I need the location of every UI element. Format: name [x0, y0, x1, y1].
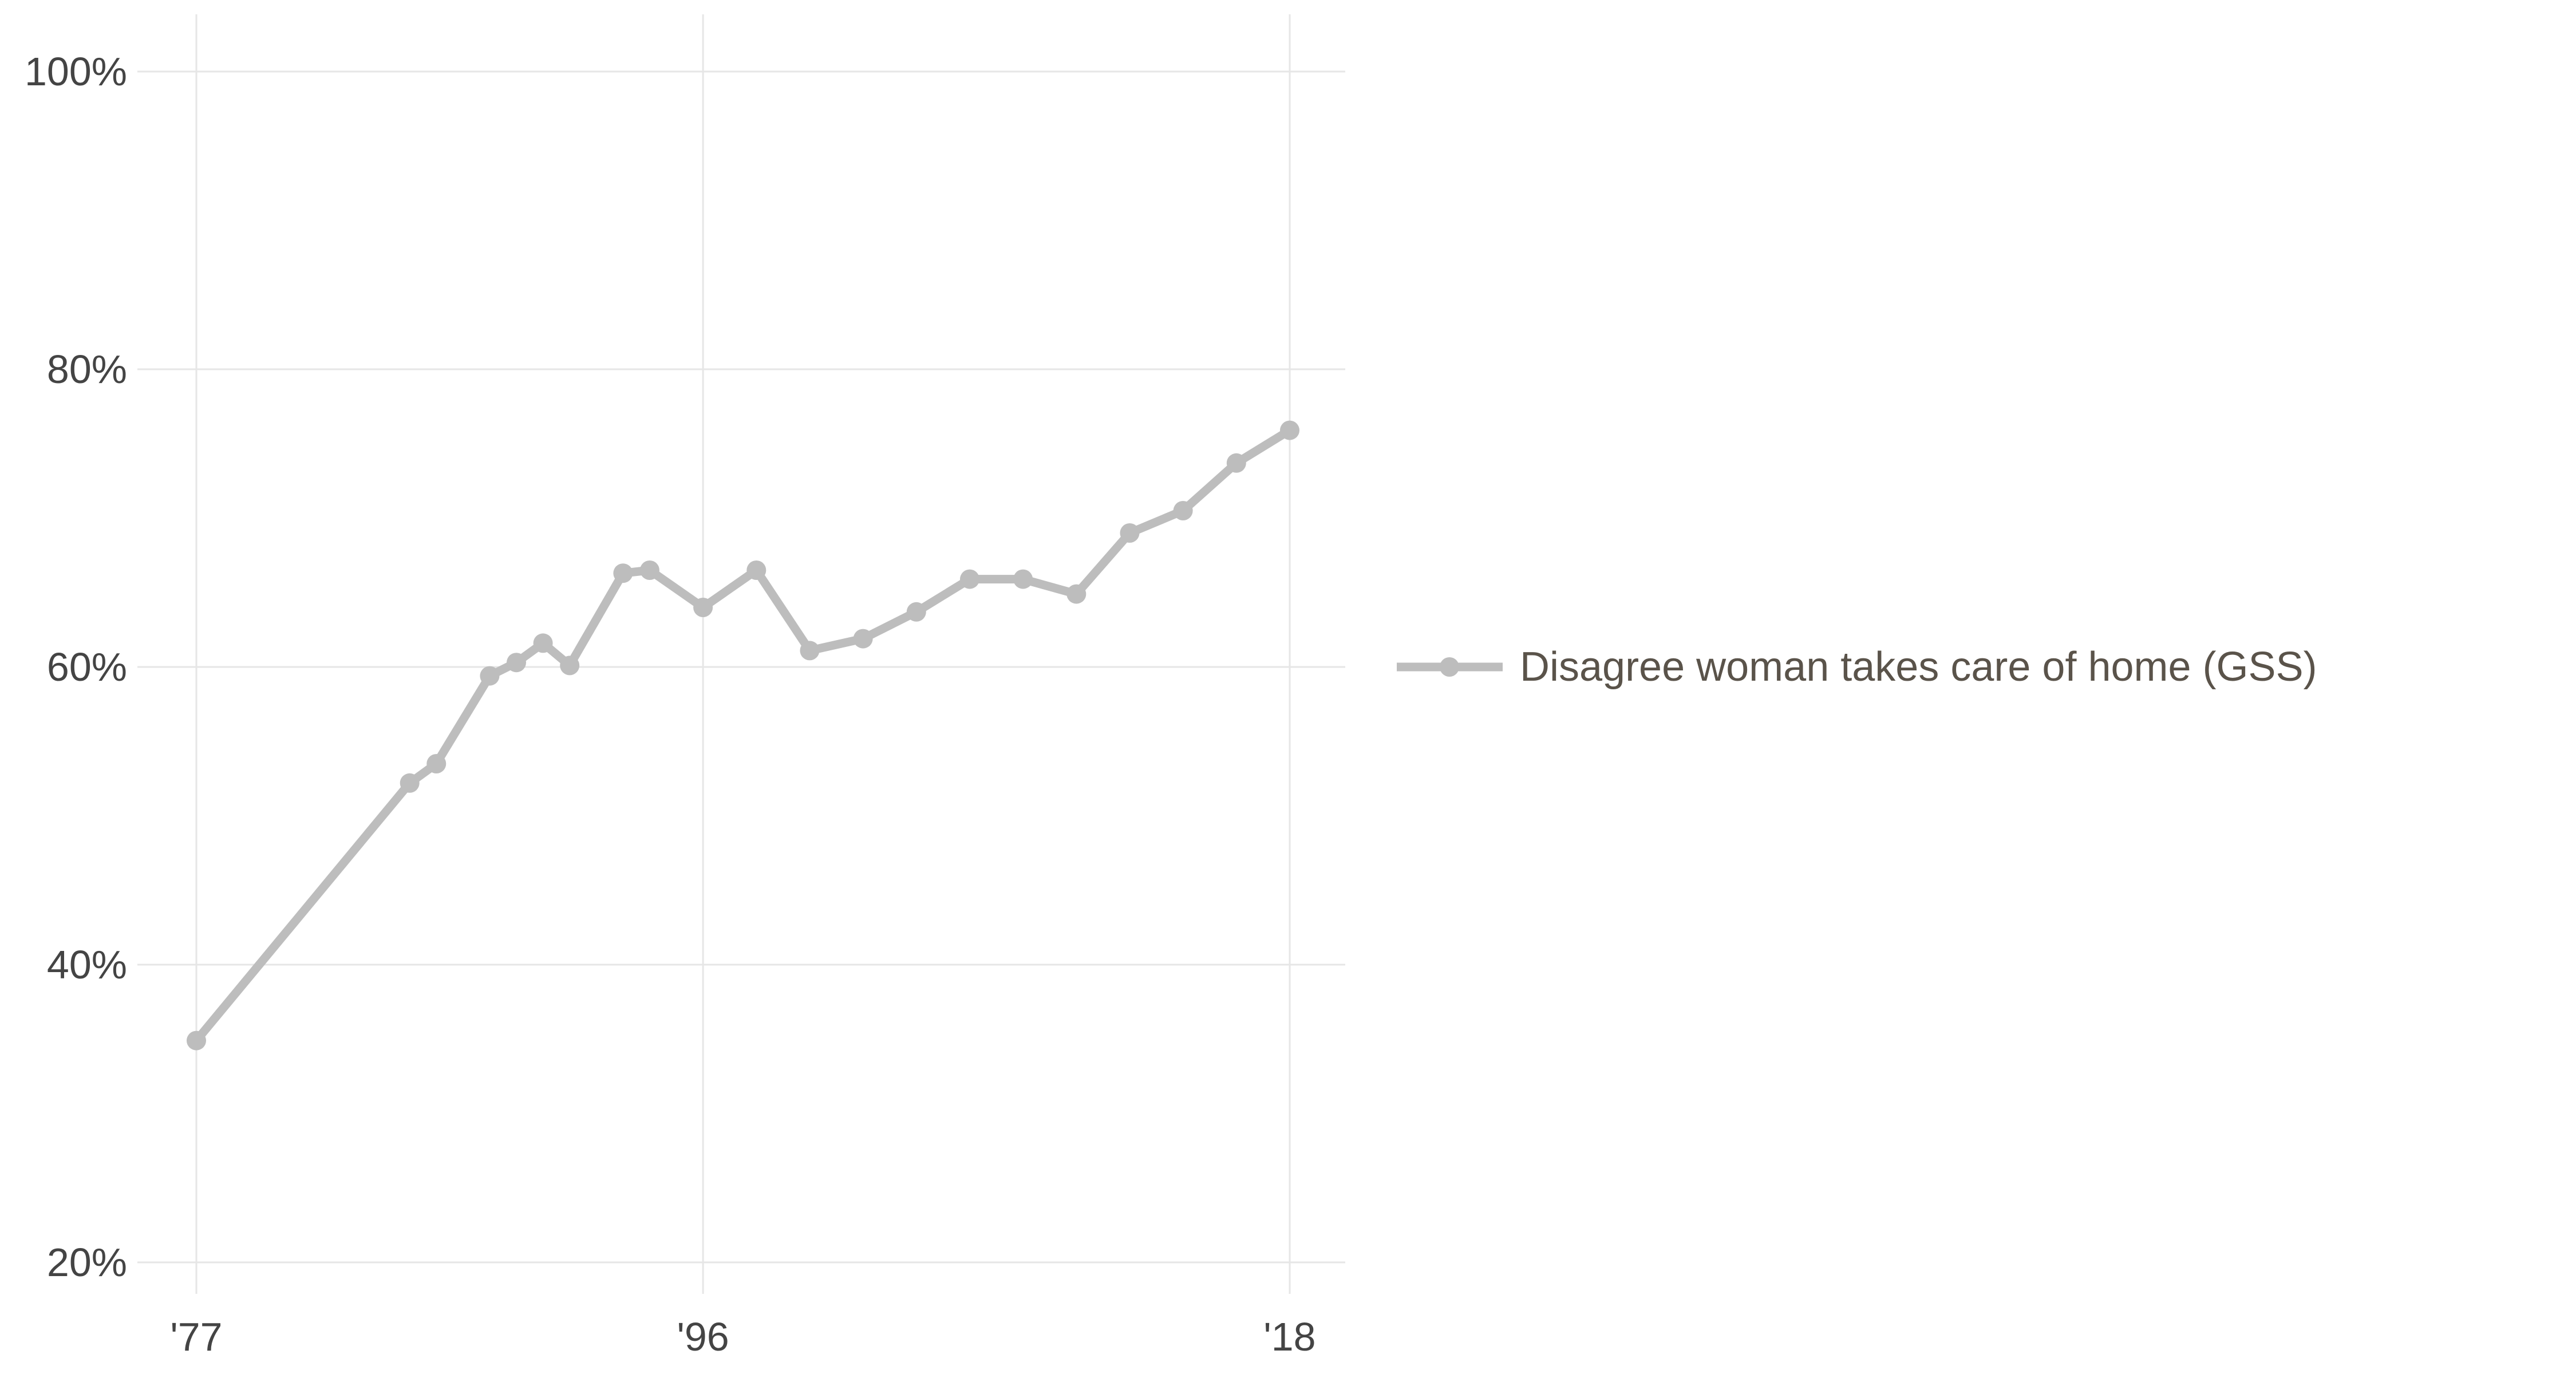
data-point-0-14 — [959, 569, 979, 589]
legend-label-0: Disagree woman takes care of home (GSS) — [1520, 644, 2317, 690]
data-point-0-15 — [1013, 569, 1033, 589]
data-point-0-10 — [746, 560, 767, 580]
data-point-0-1 — [400, 773, 420, 793]
data-point-0-2 — [426, 754, 447, 773]
y-tick-label-2: 60% — [47, 645, 127, 689]
series-line-0 — [192, 426, 1294, 1045]
data-point-0-13 — [906, 602, 926, 622]
legend-swatch-marker — [1440, 657, 1459, 677]
y-axis-ticks: 20% 40% 60% 80% 100% — [25, 49, 127, 1285]
data-point-0-6 — [560, 656, 580, 676]
data-point-0-0 — [187, 1030, 206, 1051]
data-point-0-3 — [480, 666, 500, 686]
data-point-0-7 — [613, 563, 633, 583]
x-tick-label-2: '18 — [1263, 1314, 1315, 1359]
x-tick-label-0: '77 — [170, 1314, 222, 1359]
data-point-0-9 — [693, 598, 713, 617]
data-point-0-5 — [533, 633, 553, 653]
y-tick-label-0: 20% — [47, 1240, 127, 1285]
data-point-0-11 — [800, 641, 820, 661]
data-point-0-16 — [1066, 584, 1086, 604]
legend: Disagree woman takes care of home (GSS) — [1397, 644, 2317, 690]
y-tick-label-4: 100% — [25, 49, 127, 94]
grid — [137, 14, 1345, 1294]
data-point-0-8 — [639, 560, 659, 580]
data-point-0-18 — [1173, 501, 1193, 520]
y-tick-label-3: 80% — [47, 347, 127, 392]
series-layer — [187, 420, 1299, 1051]
data-point-0-12 — [853, 629, 873, 649]
data-point-0-19 — [1226, 453, 1246, 473]
x-tick-label-1: '96 — [677, 1314, 729, 1359]
data-point-0-20 — [1280, 420, 1299, 440]
data-point-0-17 — [1120, 523, 1140, 543]
y-tick-label-1: 40% — [47, 942, 127, 987]
data-point-0-4 — [507, 653, 527, 673]
x-axis-ticks: '77 '96 '18 — [170, 1314, 1315, 1359]
